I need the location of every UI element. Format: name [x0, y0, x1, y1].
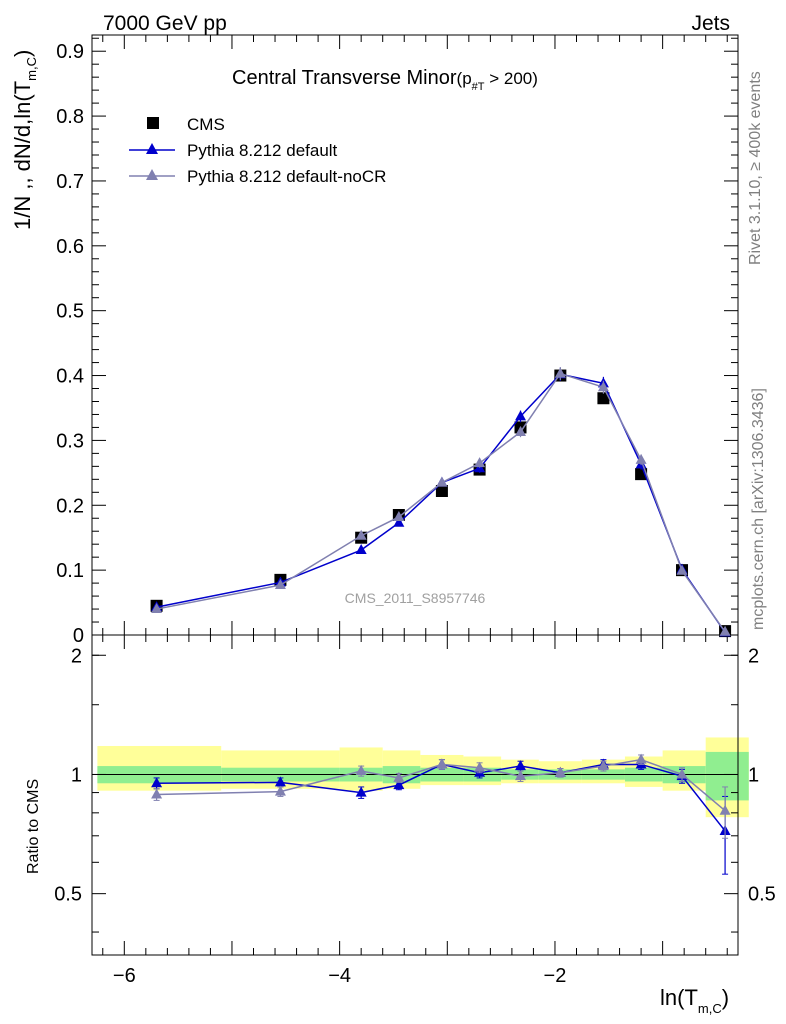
legend-marker-nocr [146, 169, 158, 180]
header-energy-label: 7000 GeV pp [103, 12, 227, 35]
axes: −6 −4 −2 0 0.1 0.2 0.3 0.4 0.5 0.6 0.7 0.8 0.9 0.5 0.5… [54, 34, 776, 987]
ratio-line-2 [156, 758, 726, 812]
data-point-2 [515, 425, 527, 436]
ratio-point-2 [355, 765, 367, 776]
ratio-y-tick-label-right: 0.5 [748, 884, 776, 906]
x-tick-label: −6 [113, 965, 136, 987]
y-tick-label: 0.6 [56, 236, 84, 258]
y-tick-label: 0.5 [56, 301, 84, 323]
y-tick-label: 0.3 [56, 430, 84, 452]
ratio-line-1 [156, 763, 726, 832]
ratio-point-2 [274, 785, 286, 796]
ratio-point-2 [554, 766, 566, 777]
ratio-point-1 [515, 760, 527, 771]
ratio-point-2 [597, 760, 609, 771]
ratio-panel-series [151, 753, 731, 875]
y-axis-label: 1/N ,, dN/d,ln(Tm,C) [10, 50, 39, 230]
data-point-2 [635, 453, 647, 464]
ratio-panel-frame [91, 634, 739, 956]
data-point-2 [355, 529, 367, 540]
ratio-point-1 [355, 786, 367, 797]
data-point-2 [151, 603, 163, 614]
ratio-point-2 [676, 768, 688, 779]
y-tick-label: 0.9 [56, 41, 84, 63]
ratio-point-2 [515, 770, 527, 781]
header-process-label: Jets [691, 12, 730, 35]
ratio-point-2 [436, 758, 448, 769]
data-point-2 [597, 381, 609, 392]
data-point-1 [355, 544, 367, 555]
ratio-point-2 [151, 788, 163, 799]
data-point-2 [274, 579, 286, 590]
data-point-2 [393, 510, 405, 521]
ratio-point-1 [393, 779, 405, 790]
legend-label-cms: CMS [187, 115, 225, 134]
ratio-y-tick-label-left: 0.5 [54, 884, 82, 906]
ratio-point-2 [474, 761, 486, 772]
data-point-1 [515, 410, 527, 421]
data-point-cms [597, 392, 610, 405]
data-point-2 [436, 476, 448, 487]
ratio-uncertainty-bands [97, 737, 749, 818]
x-axis-label: ln(Tm,C) [660, 985, 729, 1016]
data-point-2 [676, 564, 688, 575]
ratio-point-1 [274, 776, 286, 787]
ratio-y-tick-label-left: 1 [71, 764, 82, 786]
y-tick-label: 0.8 [56, 106, 84, 128]
legend-label-nocr: Pythia 8.212 default-noCR [187, 167, 386, 186]
ratio-point-1 [151, 777, 163, 788]
legend-marker-default [146, 143, 158, 154]
legend-marker-cms [147, 117, 159, 129]
ratio-point-2 [393, 771, 405, 782]
y-tick-label: 0.2 [56, 495, 84, 517]
legend-label-default: Pythia 8.212 default [187, 141, 338, 160]
analysis-watermark: CMS_2011_S8957746 [345, 590, 486, 606]
series-line-2 [156, 372, 726, 633]
ratio-point-2 [719, 804, 731, 815]
mcplots-reference-label: mcplots.cern.ch [arXiv:1306.3436] [750, 388, 767, 630]
data-point-2 [474, 457, 486, 468]
x-tick-label: −4 [328, 965, 351, 987]
y-tick-label: 0.4 [56, 366, 84, 388]
series-line-1 [156, 373, 726, 633]
y-tick-label: 0.1 [56, 560, 84, 582]
ratio-y-tick-label-right: 1 [748, 764, 759, 786]
y-tick-label: 0.7 [56, 171, 84, 193]
data-point-1 [393, 516, 405, 527]
data-point-cms [435, 485, 448, 497]
plot-title: Central Transverse Minor(p#T > 200) [232, 67, 538, 93]
ratio-y-tick-label-right: 2 [748, 645, 759, 667]
y-tick-label: 0 [73, 625, 84, 647]
svg-text:1/N ,, dN/d,ln(Tm,C): 1/N ,, dN/d,ln(Tm,C) [10, 50, 39, 230]
data-point-2 [554, 367, 566, 378]
ratio-point-2 [635, 753, 647, 764]
x-tick-label: −2 [544, 965, 567, 987]
ratio-band-inner [705, 751, 749, 801]
ratio-y-axis-label: Ratio to CMS [25, 779, 42, 874]
main-panel-series [150, 367, 732, 638]
ratio-y-tick-label-left: 2 [71, 645, 82, 667]
legend: CMS Pythia 8.212 default Pythia 8.212 de… [129, 115, 386, 186]
rivet-version-label: Rivet 3.1.10, ≥ 400k events [747, 71, 764, 265]
data-point-2 [719, 625, 731, 636]
